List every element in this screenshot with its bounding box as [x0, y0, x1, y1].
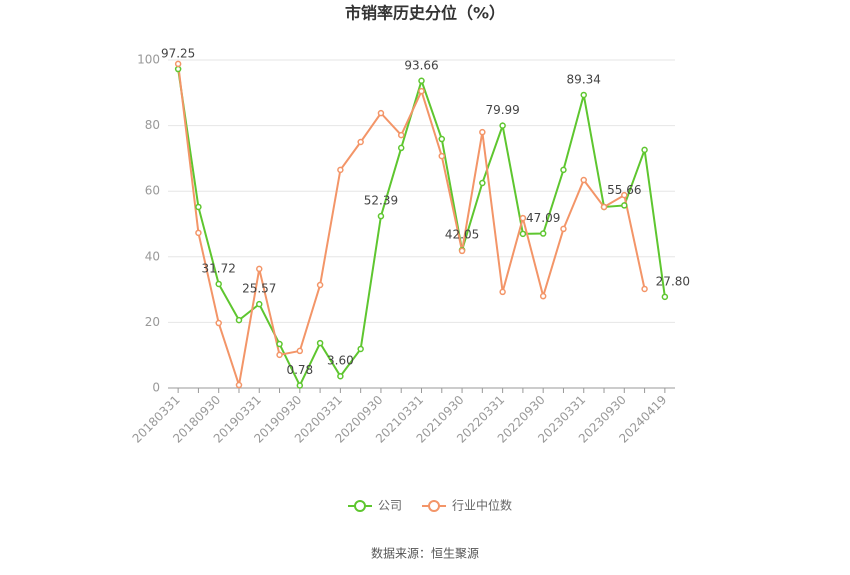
legend-label: 行业中位数 [452, 498, 512, 513]
data-label: 79.99 [485, 103, 519, 117]
y-tick-label: 100 [137, 53, 160, 67]
y-tick-label: 40 [145, 249, 160, 263]
point [296, 347, 304, 355]
point [621, 202, 628, 209]
point [276, 340, 283, 348]
y-tick-label: 60 [145, 184, 160, 198]
point [458, 247, 466, 255]
legend-marker [354, 500, 366, 512]
data-label: 89.34 [567, 72, 601, 86]
point [316, 339, 324, 347]
point [560, 225, 567, 233]
data-label: 97.25 [161, 47, 195, 61]
data-label: 0.78 [286, 363, 313, 377]
point [174, 65, 182, 73]
point [479, 128, 486, 136]
point [580, 176, 587, 184]
data-label: 31.72 [202, 261, 236, 275]
point [499, 288, 506, 296]
point [621, 191, 628, 199]
source: 数据来源：恒生聚源 [371, 546, 479, 561]
point [256, 300, 263, 308]
point [337, 166, 344, 174]
point [580, 91, 587, 99]
point [377, 109, 385, 117]
point [195, 203, 202, 211]
point [519, 214, 527, 222]
data-label: 42.05 [445, 228, 479, 242]
point [418, 87, 425, 95]
point [418, 77, 425, 85]
point [539, 230, 547, 237]
point [499, 122, 506, 129]
point [539, 292, 547, 300]
chart-title: 市销率历史分位（%） [345, 4, 505, 23]
data-label: 25.57 [242, 282, 276, 296]
point [438, 152, 446, 160]
series-line [177, 63, 646, 386]
point [641, 285, 648, 293]
data-label: 93.66 [404, 58, 438, 72]
point [235, 381, 243, 389]
y-tick-label: 20 [145, 315, 160, 329]
point [600, 203, 608, 211]
series-line [177, 68, 666, 388]
point [276, 351, 283, 359]
point [560, 166, 567, 174]
point [337, 372, 344, 380]
point [397, 144, 405, 152]
point [661, 293, 669, 301]
y-tick-label: 0 [152, 381, 160, 395]
legend-marker [428, 500, 441, 512]
point [215, 319, 222, 327]
point [235, 316, 243, 324]
point [397, 131, 405, 139]
point [357, 138, 364, 146]
data-label: 3.60 [327, 354, 354, 368]
legend-label: 公司 [378, 499, 402, 513]
point [296, 382, 304, 389]
y-tick-label: 80 [145, 118, 160, 132]
point [316, 281, 324, 289]
data-label: 47.09 [526, 211, 560, 225]
point [641, 146, 648, 154]
point [438, 135, 446, 143]
data-label: 27.80 [656, 274, 690, 288]
point [195, 229, 202, 237]
point [215, 280, 222, 288]
point [174, 60, 182, 68]
point [256, 265, 263, 273]
point [357, 345, 364, 353]
data-label: 52.39 [364, 194, 398, 208]
point [519, 230, 527, 238]
data-label: 55.66 [607, 183, 641, 197]
point [479, 179, 486, 187]
point [377, 212, 385, 220]
